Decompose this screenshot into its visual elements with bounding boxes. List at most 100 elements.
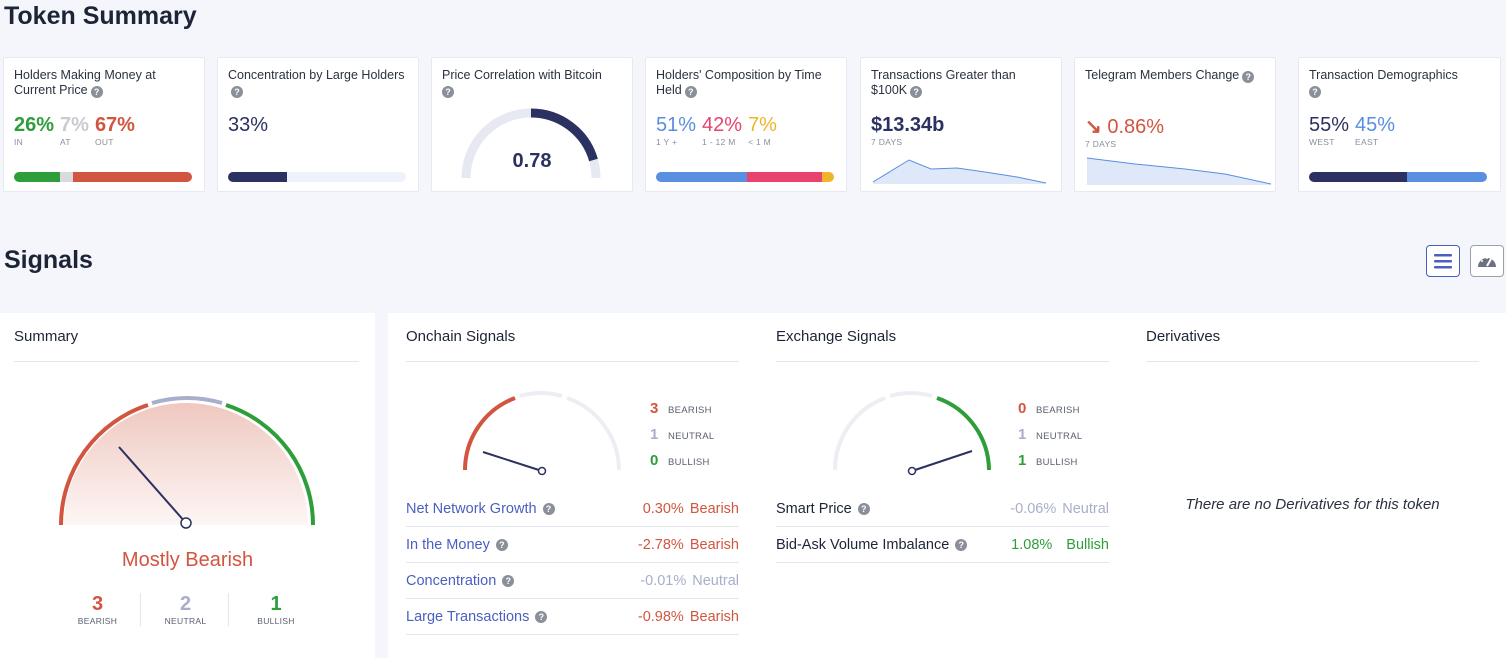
summary-neutral: 2 NEUTRAL	[143, 593, 229, 626]
summary-panel: Summary Mostly Bearish 3 BEARISH 2 NEUTR…	[0, 313, 375, 658]
demographics-bar	[1309, 172, 1487, 182]
help-icon[interactable]: ?	[910, 86, 923, 98]
exchange-gauge	[833, 391, 991, 476]
east-value: 45%	[1355, 114, 1396, 136]
transactions-value: $13.34b	[871, 114, 945, 136]
short-term-label: < 1 M	[748, 137, 772, 147]
help-icon[interactable]: ?	[90, 86, 103, 98]
signal-row-net-network-growth: Net Network Growth? 0.30% Bearish	[406, 491, 739, 527]
derivatives-empty-message: There are no Derivatives for this token	[1185, 496, 1440, 513]
neutral-label: NEUTRAL	[164, 616, 207, 626]
west-label: WEST	[1309, 137, 1335, 147]
signal-row-bid-ask: Bid-Ask Volume Imbalance? 1.08% Bullish	[776, 527, 1109, 563]
period-label: 7 DAYS	[871, 137, 903, 147]
signal-pct: -0.98%	[637, 608, 684, 625]
signal-label: Smart Price	[776, 500, 852, 517]
signal-pct: -0.01%	[640, 572, 687, 589]
telegram-card: Telegram Members Change? ↘ 0.86% 7 DAYS	[1074, 57, 1276, 192]
signals-heading: Signals	[4, 246, 93, 274]
help-icon[interactable]: ?	[955, 538, 968, 551]
bullish-label: BULLISH	[257, 616, 295, 626]
card-title: Transaction Demographics	[1309, 68, 1458, 82]
bearish-label: BEARISH	[77, 616, 118, 626]
onchain-bearish-count: 3	[650, 400, 659, 417]
out-value: 67%	[94, 114, 135, 136]
signal-pct: -0.06%	[1010, 500, 1057, 517]
signal-row-concentration: Concentration? -0.01% Neutral	[406, 563, 739, 599]
summary-bullish: 1 BULLISH	[231, 593, 321, 626]
signal-pct: -2.78%	[637, 536, 684, 553]
signal-row-in-the-money: In the Money? -2.78% Bearish	[406, 527, 739, 563]
long-term-label: 1 Y +	[656, 137, 678, 147]
mid-term-label: 1 - 12 M	[702, 137, 736, 147]
signal-label: Bid-Ask Volume Imbalance	[776, 536, 950, 553]
correlation-gauge	[461, 108, 601, 179]
summary-verdict: Mostly Bearish	[121, 549, 254, 571]
signal-pct: 1.08%	[1011, 536, 1053, 553]
bullish-label: BULLISH	[668, 457, 710, 468]
composition-card: Holders' Composition by Time Held? 51% 1 …	[645, 57, 847, 192]
out-label: OUT	[94, 137, 114, 147]
onchain-gauge	[463, 391, 621, 476]
derivatives-title: Derivatives	[1146, 328, 1221, 345]
card-title: Holders' Composition by Time Held	[656, 68, 822, 97]
bearish-label: BEARISH	[668, 405, 712, 416]
signal-link[interactable]: Large Transactions	[406, 608, 530, 625]
arrow-down-right-icon: ↘	[1085, 116, 1102, 138]
help-icon[interactable]: ?	[1242, 71, 1255, 83]
token-summary-heading: Token Summary	[4, 2, 197, 30]
help-icon[interactable]: ?	[502, 574, 515, 587]
signal-status: Bearish	[689, 536, 739, 553]
onchain-neutral-count: 1	[650, 426, 659, 443]
mid-term-value: 42%	[702, 114, 743, 136]
card-title: Holders Making Money at Current Price	[14, 68, 156, 97]
help-icon[interactable]: ?	[1309, 86, 1321, 98]
help-icon[interactable]: ?	[684, 86, 697, 98]
exchange-bullish-count: 1	[1018, 452, 1027, 469]
neutral-label: NEUTRAL	[1036, 431, 1083, 442]
speedometer-icon	[1478, 257, 1496, 267]
signal-status: Bullish	[1066, 536, 1109, 553]
signal-link[interactable]: Concentration	[406, 572, 497, 589]
help-icon[interactable]: ?	[442, 86, 454, 98]
telegram-sparkline	[1086, 157, 1272, 185]
exchange-legend: 0 BEARISH 1 NEUTRAL 1 BULLISH	[1018, 397, 1082, 475]
signal-status: Neutral	[692, 572, 739, 589]
card-title: Price Correlation with Bitcoin	[442, 68, 602, 82]
summary-gauge	[58, 396, 316, 529]
summary-title: Summary	[14, 328, 79, 345]
in-label: IN	[14, 137, 24, 147]
gauge-view-button[interactable]	[1470, 245, 1504, 277]
correlation-card: Price Correlation with Bitcoin? 0.78	[431, 57, 633, 192]
concentration-bar	[228, 172, 406, 182]
signal-status: Neutral	[1062, 500, 1109, 517]
at-value: 7%	[60, 114, 89, 136]
exchange-neutral-count: 1	[1018, 426, 1027, 443]
period-label: 7 DAYS	[1085, 139, 1117, 149]
bearish-label: BEARISH	[1036, 405, 1080, 416]
in-value: 26%	[14, 114, 55, 136]
help-icon[interactable]: ?	[535, 610, 548, 623]
transactions-sparkline	[872, 159, 1047, 184]
composition-bar	[656, 172, 834, 182]
help-icon[interactable]: ?	[495, 538, 508, 551]
at-label: AT	[60, 137, 71, 147]
holders-money-bar	[14, 172, 192, 182]
neutral-label: NEUTRAL	[668, 431, 715, 442]
bullish-label: BULLISH	[1036, 457, 1078, 468]
exchange-bearish-count: 0	[1018, 400, 1027, 417]
signal-row-smart-price: Smart Price? -0.06% Neutral	[776, 491, 1109, 527]
telegram-value: 0.86%	[1107, 116, 1165, 138]
signal-link[interactable]: Net Network Growth	[406, 500, 537, 517]
help-icon[interactable]: ?	[231, 86, 243, 98]
card-title: Transactions Greater than $100K	[871, 68, 1016, 97]
list-view-button[interactable]	[1426, 245, 1460, 277]
demographics-card: Transaction Demographics? 55% WEST 45% EAS…	[1298, 57, 1501, 192]
help-icon[interactable]: ?	[542, 502, 555, 515]
card-title: Telegram Members Change	[1085, 68, 1240, 82]
concentration-card: Concentration by Large Holders? 33%	[217, 57, 419, 192]
transactions-card: Transactions Greater than $100K? $13.34b…	[860, 57, 1062, 192]
signal-link[interactable]: In the Money	[406, 536, 490, 553]
help-icon[interactable]: ?	[857, 502, 870, 515]
bearish-count: 3	[91, 593, 104, 615]
